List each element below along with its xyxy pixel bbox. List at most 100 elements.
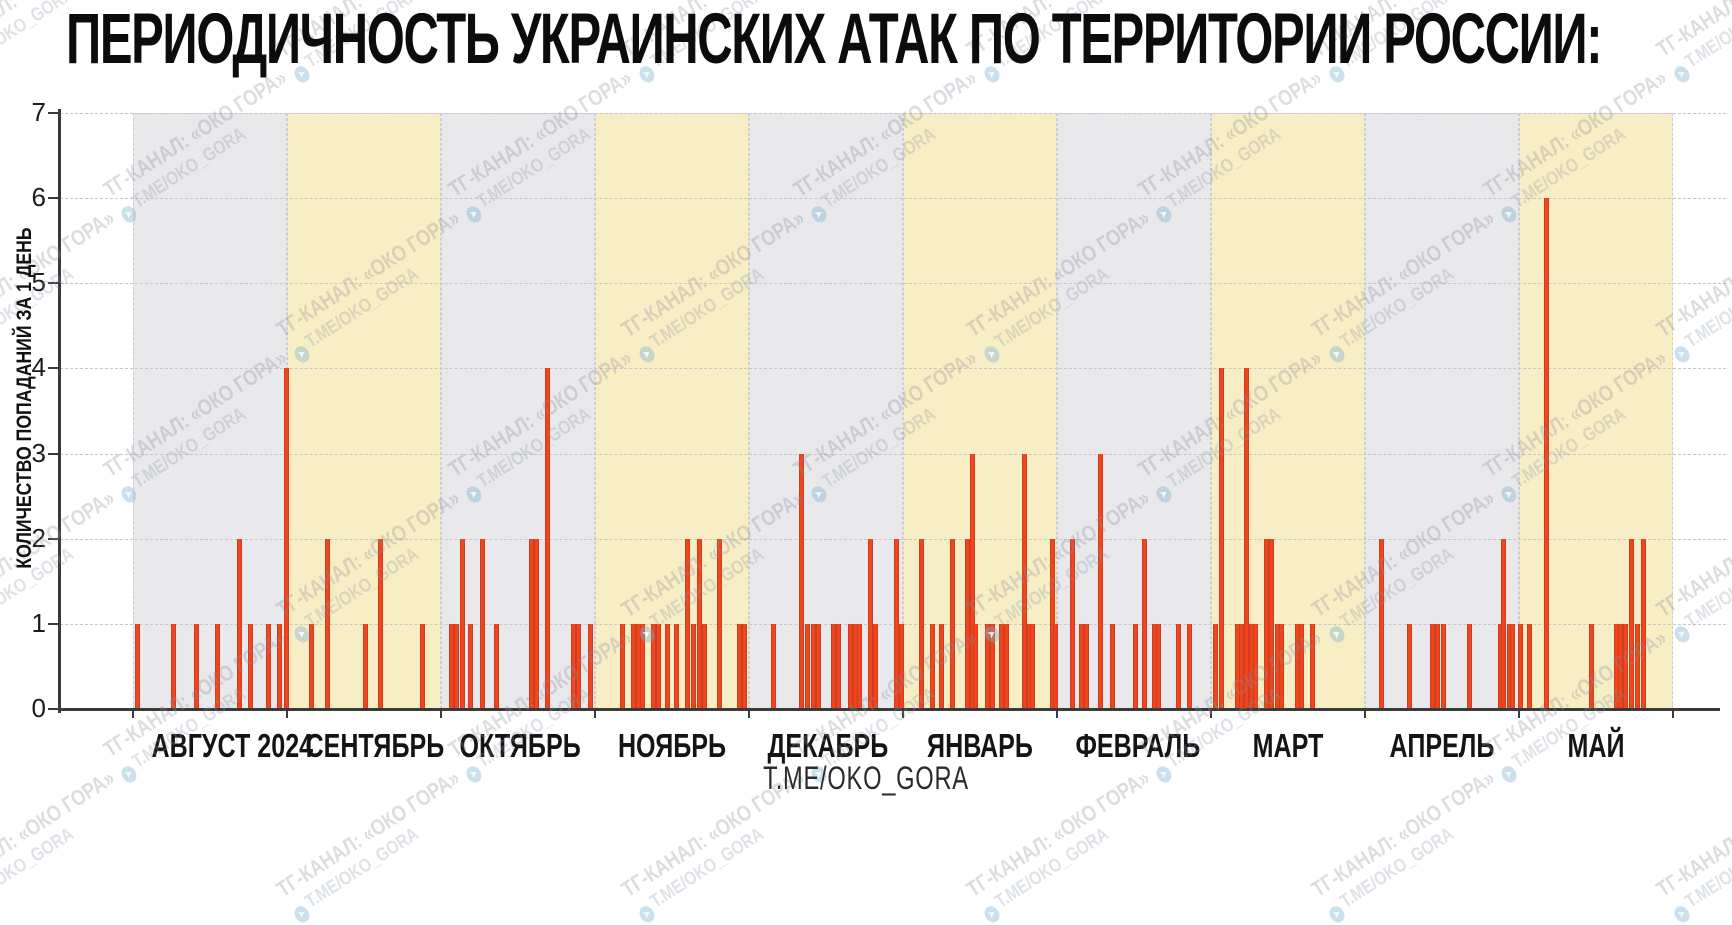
bar [1310, 624, 1315, 709]
gridline-y6 [60, 198, 1726, 199]
x-tick-5 [902, 709, 904, 718]
bar [1435, 624, 1440, 709]
y-tick-1 [48, 623, 58, 625]
bar [717, 539, 722, 709]
bar [1219, 368, 1224, 709]
bar [215, 624, 220, 709]
gridline-y2 [60, 539, 1726, 540]
bar [1441, 624, 1446, 709]
y-tick-label-7: 7 [0, 97, 46, 128]
x-tick-3 [594, 709, 596, 718]
x-tick-6 [1056, 709, 1058, 718]
bar [930, 624, 935, 709]
x-tick-2 [440, 709, 442, 718]
bar [194, 624, 199, 709]
bar [873, 624, 878, 709]
x-tick-9 [1518, 709, 1520, 718]
bar [460, 539, 465, 709]
bar [805, 624, 810, 709]
x-tick-0 [132, 709, 134, 718]
month-band-7 [1057, 113, 1211, 709]
y-axis-label: КОЛИЧЕСТВО ПОПАДАНИЙ ЗА 1 ДЕНЬ [13, 227, 37, 568]
bar [284, 368, 289, 709]
telegram-icon: ➤ [636, 903, 657, 925]
bar [588, 624, 593, 709]
bar [1187, 624, 1192, 709]
bar [1544, 198, 1549, 709]
y-tick-4 [48, 367, 58, 369]
y-tick-3 [48, 453, 58, 455]
bar [771, 624, 776, 709]
bar [1253, 624, 1258, 709]
y-tick-6 [48, 197, 58, 199]
source-caption: T.ME/OKO_GORA [225, 760, 1507, 797]
bar [674, 624, 679, 709]
bar [494, 624, 499, 709]
bar [702, 624, 707, 709]
bar [939, 624, 944, 709]
bar [1213, 624, 1218, 709]
bar [1142, 539, 1147, 709]
bar [1084, 624, 1089, 709]
watermark-link-text: T.ME/OKO_GORA [1336, 823, 1457, 912]
bar [742, 624, 747, 709]
bar [1518, 624, 1523, 709]
bar [1004, 624, 1009, 709]
bar [325, 539, 330, 709]
bar [816, 624, 821, 709]
bar [171, 624, 176, 709]
bar [1133, 624, 1138, 709]
bar [378, 539, 383, 709]
bar [1379, 539, 1384, 709]
x-tick-1 [286, 709, 288, 718]
bar [691, 624, 696, 709]
bar [277, 624, 282, 709]
bar [1156, 624, 1161, 709]
x-tick-4 [748, 709, 750, 718]
watermark-link-text: T.ME/OKO_GORA [1681, 823, 1732, 912]
bar [237, 539, 242, 709]
bar [685, 539, 690, 709]
x-tick-7 [1210, 709, 1212, 718]
chart-title: ПЕРИОДИЧНОСТЬ УКРАИНСКИХ АТАК ПО ТЕРРИТО… [66, 4, 1601, 75]
bar [1467, 624, 1472, 709]
bar [1510, 624, 1515, 709]
bar [468, 624, 473, 709]
bar [665, 624, 670, 709]
month-band-6 [903, 113, 1057, 709]
bar [799, 454, 804, 709]
bar [1629, 539, 1634, 709]
bar [1110, 624, 1115, 709]
y-tick-label-6: 6 [0, 182, 46, 213]
bar [309, 624, 314, 709]
bar [248, 624, 253, 709]
bar [1279, 624, 1284, 709]
month-band-8 [1211, 113, 1365, 709]
bar [1407, 624, 1412, 709]
bar [836, 624, 841, 709]
month-band-2 [287, 113, 441, 709]
bar [363, 624, 368, 709]
y-tick-0 [48, 708, 58, 710]
bar [1053, 624, 1058, 709]
bar [576, 624, 581, 709]
watermark-link-text: T.ME/OKO_GORA [646, 823, 767, 912]
telegram-icon: ➤ [1326, 903, 1347, 925]
bar [420, 624, 425, 709]
bar [1635, 624, 1640, 709]
telegram-icon: ➤ [981, 903, 1002, 925]
y-tick-7 [48, 112, 58, 114]
month-band-9 [1365, 113, 1519, 709]
bar [1527, 624, 1532, 709]
watermark-link-text: T.ME/OKO_GORA [0, 823, 77, 912]
x-tick-10 [1672, 709, 1674, 718]
bar [480, 539, 485, 709]
bar [1589, 624, 1594, 709]
bar [1501, 539, 1506, 709]
gridline-y4 [60, 368, 1726, 369]
bar [1030, 624, 1035, 709]
bar [1623, 624, 1628, 709]
chart-canvas: ПЕРИОДИЧНОСТЬ УКРАИНСКИХ АТАК ПО ТЕРРИТО… [0, 0, 1732, 804]
month-band-1 [133, 113, 287, 709]
telegram-icon: ➤ [291, 903, 312, 925]
